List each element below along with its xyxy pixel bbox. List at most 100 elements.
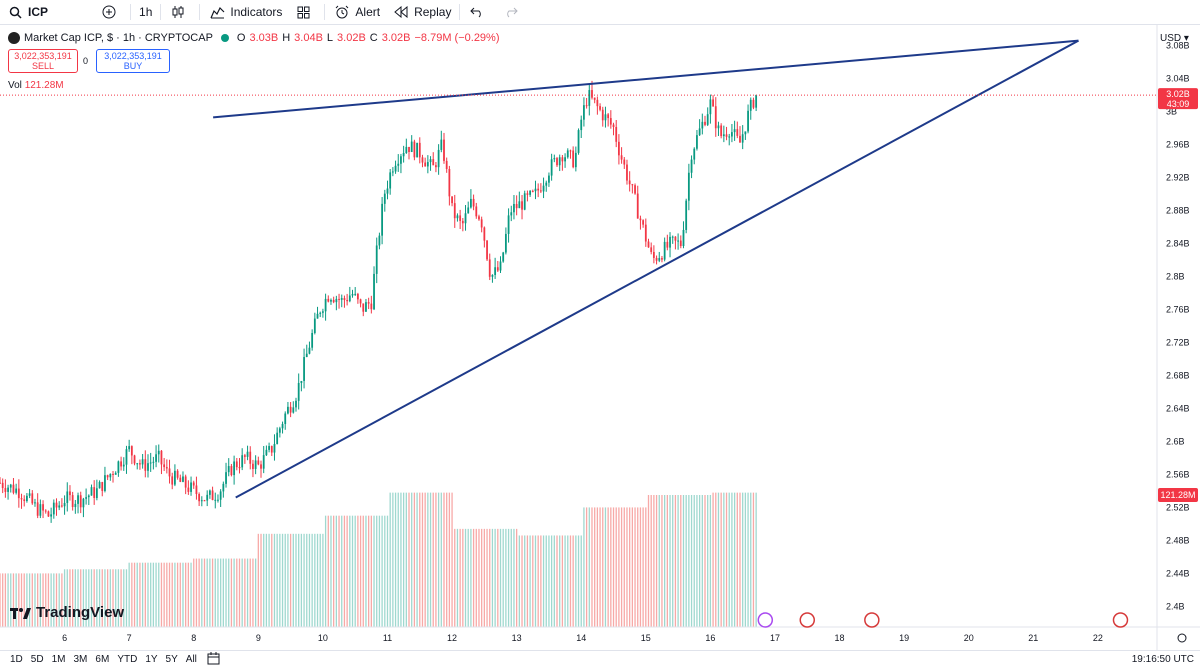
trendline-upper[interactable]	[213, 39, 1079, 119]
candle-body	[518, 201, 521, 209]
high-label: H	[282, 32, 291, 44]
candle-body	[639, 218, 642, 221]
y-tick-label: 3.08B	[1166, 41, 1190, 51]
range-button-1d[interactable]: 1D	[10, 654, 23, 665]
candle-body	[217, 499, 219, 501]
candle-body	[66, 491, 69, 503]
flag-us-icon[interactable]	[799, 612, 816, 628]
candle-body	[58, 505, 61, 508]
range-button-6m[interactable]: 6M	[95, 654, 110, 665]
candle-body	[669, 236, 671, 248]
candle-body	[128, 446, 131, 450]
symbol-search[interactable]: ICP	[0, 0, 54, 24]
compare-button[interactable]	[94, 0, 128, 24]
x-tick-label: 8	[191, 633, 196, 643]
redo-button[interactable]	[496, 0, 530, 24]
candle-body	[319, 312, 322, 314]
candle-body	[85, 497, 88, 499]
candle-body	[609, 118, 612, 125]
range-button-5y[interactable]: 5Y	[165, 654, 178, 665]
currency-selector[interactable]: USD ▾	[1160, 33, 1189, 44]
candle-body	[564, 157, 566, 162]
candle-body	[15, 488, 18, 493]
candle-body	[313, 318, 316, 334]
candle-body	[276, 432, 279, 444]
candle-body	[596, 99, 599, 107]
candle-body	[90, 487, 93, 496]
candle-body	[593, 97, 596, 100]
candle-body	[184, 476, 187, 488]
layouts-button[interactable]	[288, 0, 322, 24]
trendline-lower[interactable]	[235, 39, 1079, 499]
candle-body	[28, 493, 31, 496]
candle-body	[171, 476, 174, 485]
close-label: C	[369, 32, 378, 44]
flag-us-icon[interactable]	[1112, 612, 1129, 628]
candle-body	[79, 495, 82, 508]
candle-body	[698, 128, 701, 136]
candle-body	[109, 473, 112, 478]
indicators-button[interactable]: Indicators	[202, 0, 288, 24]
candle-body	[149, 462, 152, 464]
candle-body	[451, 196, 453, 204]
candle-body	[157, 450, 160, 455]
candle-body	[330, 299, 332, 302]
candle-body	[106, 475, 109, 478]
symbol-label: ICP	[28, 5, 49, 19]
candle-body	[674, 236, 677, 241]
candle-body	[98, 482, 101, 489]
replay-button[interactable]: Replay	[386, 0, 457, 24]
candle-body	[71, 495, 74, 508]
chevron-down-icon: ▾	[1183, 33, 1189, 44]
candle-body	[47, 511, 50, 517]
range-button-3m[interactable]: 3M	[73, 654, 88, 665]
candle-body	[709, 99, 712, 115]
candle-body	[400, 156, 402, 164]
volume-label: Vol	[8, 80, 22, 91]
gear-icon[interactable]	[1177, 633, 1187, 643]
range-button-1m[interactable]: 1M	[51, 654, 66, 665]
flag-us-icon[interactable]	[864, 612, 880, 628]
candle-body	[346, 300, 349, 302]
lightning-icon[interactable]	[757, 612, 774, 628]
candle-body	[599, 106, 601, 110]
divider	[324, 4, 326, 20]
x-tick-label: 17	[770, 633, 780, 643]
undo-button[interactable]	[462, 0, 496, 24]
candle-body	[467, 207, 470, 214]
candle-body	[539, 190, 542, 192]
close-value: 3.02B	[381, 32, 411, 44]
candle-body	[335, 298, 338, 303]
alert-button[interactable]: Alert	[327, 0, 386, 24]
candle-body	[52, 502, 55, 515]
candle-body	[470, 198, 472, 208]
chart-type-button[interactable]	[163, 0, 197, 24]
range-button-1y[interactable]: 1Y	[145, 654, 158, 665]
candle-body	[174, 470, 176, 485]
calendar-icon[interactable]	[207, 651, 220, 668]
x-tick-label: 10	[318, 633, 328, 643]
utc-clock[interactable]: 19:16:50 UTC	[1131, 654, 1194, 665]
buy-button[interactable]: 3,022,353,191 BUY	[96, 49, 170, 73]
interval-button[interactable]: 1h	[133, 0, 158, 24]
candle-body	[655, 257, 658, 261]
candle-body	[480, 219, 483, 228]
candle-body	[475, 206, 478, 217]
candle-body	[386, 188, 389, 194]
candle-body	[370, 303, 373, 310]
market-status-icon	[220, 34, 229, 42]
candle-body	[741, 134, 744, 143]
candle-body	[246, 451, 249, 457]
candle-body	[731, 132, 733, 137]
range-button-all[interactable]: All	[185, 654, 197, 665]
y-tick-label: 2.56B	[1166, 469, 1190, 479]
candle-body	[332, 299, 335, 303]
range-button-5d[interactable]: 5D	[30, 654, 44, 665]
sell-button[interactable]: 3,022,353,191 SELL	[8, 49, 78, 73]
candle-body	[553, 158, 556, 160]
indicators-icon	[208, 3, 226, 21]
range-button-ytd[interactable]: YTD	[117, 654, 138, 665]
candle-body	[720, 125, 723, 137]
candle-body	[424, 162, 427, 167]
